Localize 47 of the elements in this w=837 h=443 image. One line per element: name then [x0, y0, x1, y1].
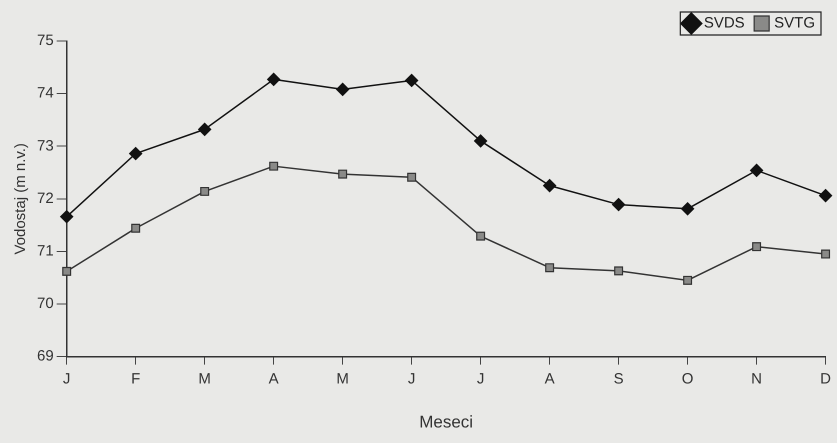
- point: [407, 172, 416, 182]
- point: [545, 263, 554, 272]
- point: [752, 242, 762, 252]
- x-tick-label: A: [268, 370, 279, 388]
- point: [60, 210, 74, 224]
- point: [131, 224, 140, 233]
- x-tick-label: O: [682, 370, 694, 388]
- x-tick-label: N: [751, 370, 762, 388]
- x-tick-label: A: [544, 370, 555, 388]
- point: [474, 134, 488, 148]
- y-tick-label: 73: [36, 137, 54, 154]
- y-tick-label: 69: [36, 348, 54, 365]
- x-tick-label: J: [476, 370, 484, 388]
- x-axis-title: Meseci: [419, 412, 474, 432]
- point: [476, 232, 486, 241]
- x-tick-label: M: [336, 370, 349, 388]
- point: [129, 146, 142, 160]
- x-tick-label: J: [62, 370, 70, 388]
- point: [681, 202, 694, 216]
- legend-label: SVDS: [704, 14, 745, 32]
- point: [62, 266, 72, 276]
- y-tick-label: 74: [36, 84, 54, 102]
- point: [683, 276, 692, 285]
- point: [821, 250, 830, 259]
- y-tick-label: 75: [36, 32, 54, 50]
- y-tick-label: 71: [36, 242, 54, 260]
- y-tick-label: 72: [36, 190, 54, 207]
- point: [336, 82, 350, 96]
- point: [338, 170, 348, 179]
- y-tick-label: 70: [36, 295, 54, 312]
- point: [750, 164, 764, 177]
- legend-label: SVTG: [774, 14, 816, 32]
- point: [612, 198, 626, 212]
- point: [405, 74, 418, 88]
- point: [818, 189, 832, 202]
- point: [269, 162, 278, 171]
- point: [543, 179, 556, 192]
- point: [614, 266, 624, 276]
- x-tick-label: S: [614, 370, 624, 388]
- x-tick-label: J: [408, 370, 416, 388]
- point: [198, 122, 212, 136]
- x-tick-label: M: [198, 370, 211, 388]
- point: [200, 186, 210, 196]
- x-tick-label: F: [131, 370, 140, 388]
- y-axis-title: Vodostaj (m n.v.): [12, 143, 30, 255]
- point: [267, 72, 280, 86]
- x-tick-label: D: [820, 370, 832, 388]
